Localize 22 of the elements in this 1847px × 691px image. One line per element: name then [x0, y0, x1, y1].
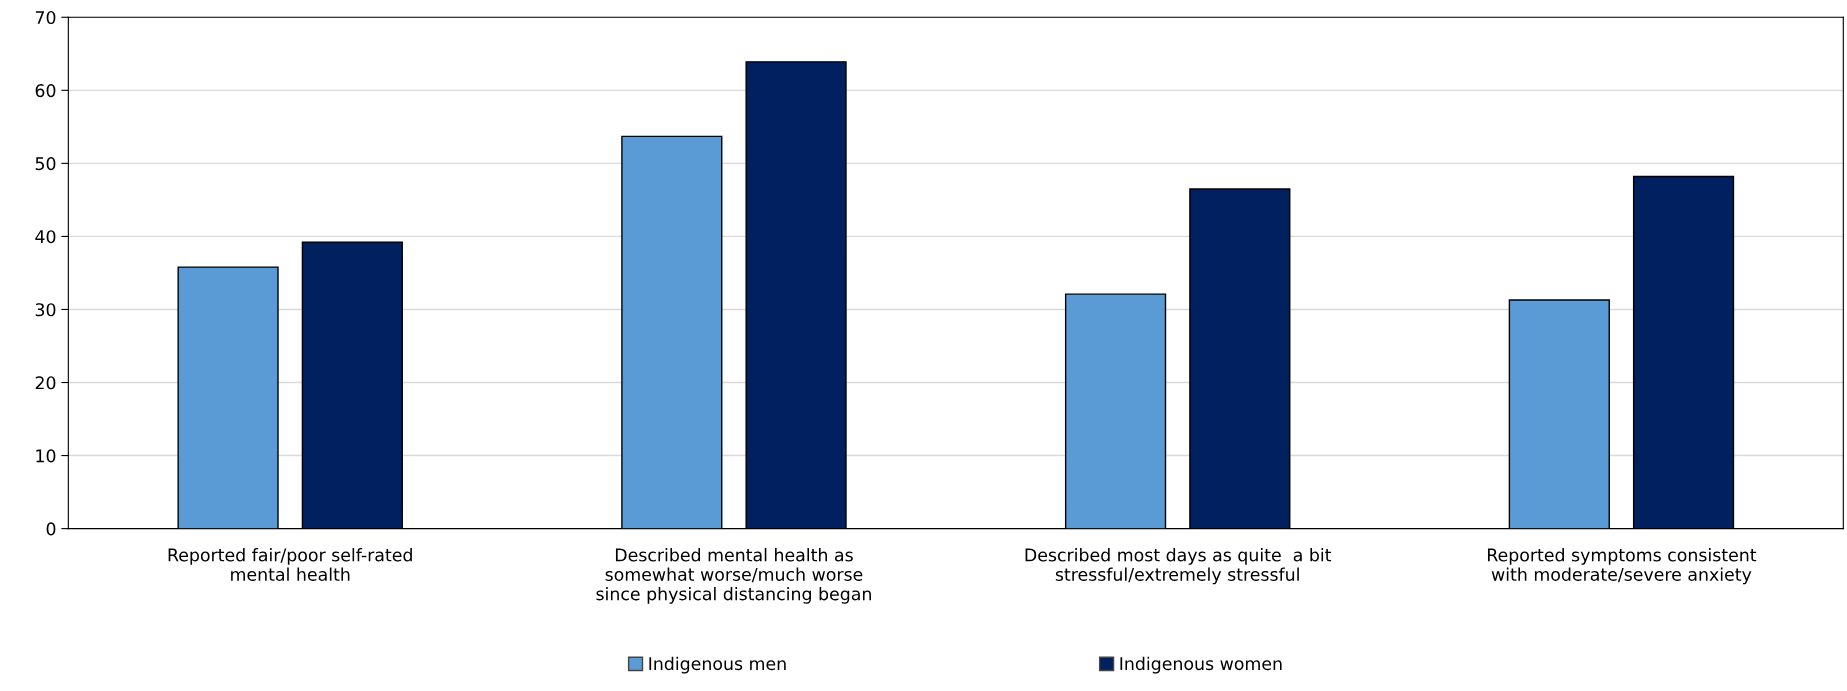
- legend-label: Indigenous women: [1120, 656, 1282, 674]
- y-tick-label: 10: [36, 449, 56, 463]
- x-tick-label: Described most days as quite a bit stressful/extremely stressful: [1025, 548, 1332, 585]
- x-tick-label: Reported symptoms consistent with moderate/severe anxiety: [1487, 548, 1757, 585]
- bar: [621, 135, 723, 529]
- y-tick-label: 0: [46, 522, 56, 536]
- bar: [1508, 299, 1610, 529]
- y-tick-label: 50: [35, 157, 56, 171]
- bar: [1632, 175, 1735, 529]
- y-tick-label: 40: [35, 230, 56, 244]
- y-tick-label: 70: [35, 10, 56, 25]
- y-tick-label: 30: [35, 303, 56, 317]
- y-tick-label: 20: [35, 376, 56, 390]
- bar: [301, 241, 403, 529]
- bar: [1189, 188, 1291, 529]
- bar: [745, 61, 847, 529]
- x-tick-label: Described mental health as somewhat worse/much worse since physical distancing began: [596, 548, 871, 604]
- legend-label: Indigenous men: [649, 656, 786, 674]
- x-tick-label: Reported fair/poor self-rated mental health: [168, 548, 412, 581]
- bar: [177, 266, 279, 529]
- bar: [1064, 293, 1167, 529]
- y-tick-label: 60: [35, 84, 56, 98]
